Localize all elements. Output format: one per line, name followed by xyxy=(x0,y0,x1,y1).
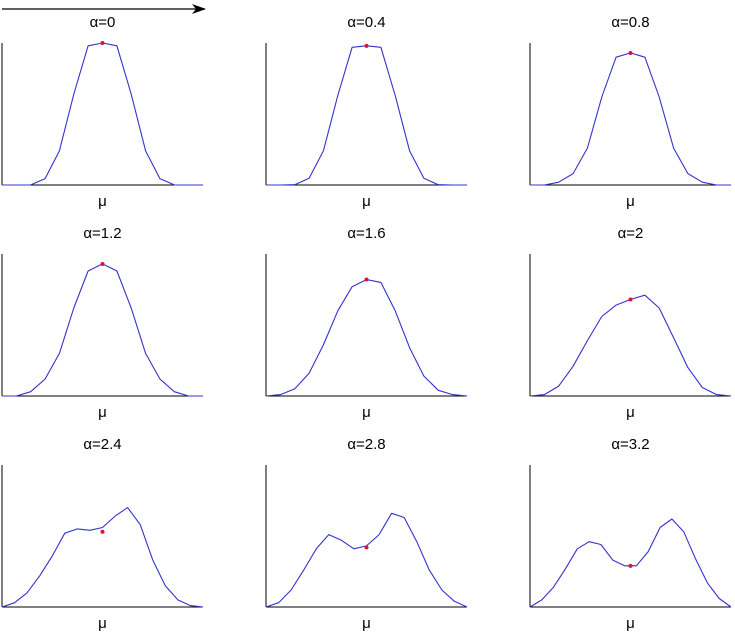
subplot-8: α=2.8 μ xyxy=(265,436,468,632)
subplot-title: α=3.2 xyxy=(611,436,649,453)
center-marker xyxy=(100,529,105,534)
center-marker xyxy=(100,41,105,45)
density-curve xyxy=(265,279,468,397)
density-curve xyxy=(529,294,732,397)
subplot-9: α=3.2 μ xyxy=(529,436,732,632)
subplot-title: α=0 xyxy=(90,14,116,31)
subplot-title: α=1.2 xyxy=(83,225,121,242)
density-curve xyxy=(529,518,732,608)
subplot-title: α=0.4 xyxy=(347,14,385,31)
x-axis-label: μ xyxy=(362,615,371,632)
x-axis-label: μ xyxy=(362,193,371,210)
x-axis-label: μ xyxy=(626,615,635,632)
x-axis-label: μ xyxy=(626,404,635,421)
density-curve xyxy=(265,512,468,608)
x-axis-label: μ xyxy=(98,193,107,210)
subplot-title: α=2.4 xyxy=(83,436,121,453)
subplot-1: α=0 μ xyxy=(1,14,203,210)
x-axis-label: μ xyxy=(98,615,107,632)
center-marker xyxy=(628,297,633,302)
x-axis-label: μ xyxy=(626,193,635,210)
center-marker xyxy=(628,50,633,55)
subplot-5: α=1.6 μ xyxy=(265,225,468,421)
subplot-6: α=2 μ xyxy=(529,225,732,421)
subplot-title: α=2 xyxy=(618,225,644,242)
density-curve xyxy=(530,52,731,186)
center-marker xyxy=(364,43,369,48)
center-marker xyxy=(364,545,369,550)
density-curve xyxy=(1,507,204,608)
center-marker xyxy=(364,277,369,282)
center-marker xyxy=(628,563,633,568)
subplot-3: α=0.8 μ xyxy=(529,14,731,210)
center-marker xyxy=(100,261,105,266)
subplot-7: α=2.4 μ xyxy=(1,436,204,632)
subplot-4: α=1.2 μ xyxy=(1,225,203,421)
subplot-2: α=0.4 μ xyxy=(265,14,467,210)
x-axis-label: μ xyxy=(98,404,107,421)
x-axis-label: μ xyxy=(362,404,371,421)
subplot-title: α=2.8 xyxy=(347,436,385,453)
subplot-title: α=1.6 xyxy=(347,225,385,242)
density-curve xyxy=(2,263,203,397)
density-curve xyxy=(2,42,203,186)
density-curve xyxy=(266,45,467,186)
subplot-title: α=0.8 xyxy=(611,14,649,31)
